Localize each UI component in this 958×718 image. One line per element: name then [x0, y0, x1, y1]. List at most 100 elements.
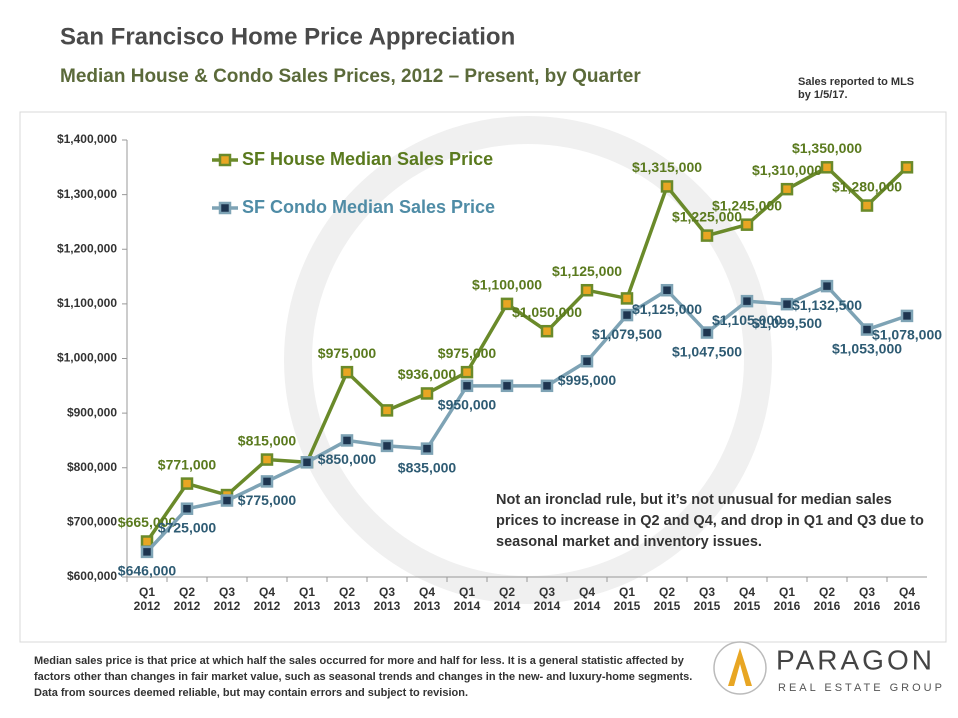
marker [780, 182, 794, 196]
data-label: $815,000 [238, 432, 297, 448]
marker [180, 477, 194, 490]
x-tick-label: Q4 2012 [253, 585, 281, 613]
marker [900, 161, 914, 174]
legend-label: SF House Median Sales Price [242, 149, 493, 169]
marker [540, 324, 554, 338]
marker [820, 161, 834, 174]
y-tick-label: $1,400,000 [57, 132, 117, 146]
marker [740, 294, 754, 308]
marker [500, 379, 514, 393]
x-tick-label: Q4 2014 [573, 585, 601, 613]
y-tick-label: $1,000,000 [57, 351, 117, 365]
logo-mark [728, 648, 752, 686]
data-label: $1,225,000 [672, 208, 742, 224]
data-label: $771,000 [158, 456, 217, 472]
x-tick-label: Q3 2016 [853, 585, 881, 613]
data-label: $1,350,000 [792, 140, 862, 156]
legend-marker [218, 153, 232, 167]
x-tick-label: Q3 2012 [213, 585, 241, 613]
data-label: $665,000 [118, 514, 177, 530]
marker [860, 323, 874, 336]
logo-circle [713, 641, 767, 695]
marker [460, 365, 474, 379]
x-tick-label: Q4 2015 [733, 585, 761, 613]
x-tick-label: Q2 2012 [173, 585, 201, 613]
data-label: $936,000 [398, 366, 457, 382]
series-line [145, 284, 908, 554]
marker [220, 494, 234, 507]
marker [140, 545, 154, 559]
data-label: $995,000 [558, 372, 617, 388]
marker [900, 309, 914, 323]
marker [660, 283, 674, 297]
x-tick-label: Q2 2014 [493, 585, 521, 613]
data-label: $1,132,500 [792, 297, 862, 313]
x-tick-label: Q3 2015 [693, 585, 721, 613]
data-label: $1,310,000 [752, 162, 822, 178]
x-tick-label: Q2 2013 [333, 585, 361, 613]
data-label: $835,000 [398, 459, 457, 475]
marker [620, 308, 634, 322]
marker [460, 379, 474, 393]
x-tick-label: Q1 2013 [293, 585, 321, 613]
note: Sales reported to MLS by 1/5/17. [798, 76, 915, 101]
x-tick-label: Q2 2015 [653, 585, 681, 613]
x-tick-label: Q2 2016 [813, 585, 841, 613]
data-label: $1,245,000 [712, 197, 782, 213]
data-label: $1,050,000 [512, 304, 582, 320]
marker [420, 387, 434, 400]
data-label: $775,000 [238, 492, 297, 508]
series-line [145, 165, 909, 543]
logo-name: PARAGON [776, 644, 935, 675]
x-tick-label: Q3 2014 [533, 585, 561, 613]
data-label: $1,047,500 [672, 343, 742, 359]
marker [580, 283, 594, 297]
data-label: $1,125,000 [632, 301, 702, 317]
y-tick-label: $1,100,000 [57, 296, 117, 310]
data-label: $1,105,000 [712, 312, 782, 328]
data-label: $1,079,500 [592, 326, 662, 342]
marker [380, 439, 394, 453]
marker [740, 218, 754, 231]
y-tick-label: $900,000 [67, 405, 117, 419]
marker [780, 297, 794, 311]
y-tick-label: $600,000 [67, 569, 117, 583]
x-tick-label: Q3 2013 [373, 585, 401, 613]
marker [700, 229, 714, 242]
chart-subtitle: Median House & Condo Sales Prices, 2012 … [60, 66, 641, 87]
x-tick-label: Q1 2015 [613, 585, 641, 613]
chart-frame [19, 111, 947, 643]
data-label: $950,000 [438, 397, 497, 413]
data-label: $975,000 [438, 345, 497, 361]
marker [540, 379, 554, 393]
data-label: $646,000 [118, 563, 177, 579]
marker [700, 326, 714, 339]
data-label: $1,125,000 [552, 263, 622, 279]
marker [300, 456, 314, 469]
data-label: $850,000 [318, 451, 377, 467]
marker [420, 442, 434, 455]
marker [500, 297, 514, 311]
marker [260, 453, 274, 466]
y-tick-label: $800,000 [67, 460, 117, 474]
data-label: $1,053,000 [832, 340, 902, 356]
watermark [284, 116, 772, 604]
x-tick-label: Q1 2014 [453, 585, 481, 613]
footnote: Median sales price is that price at whic… [34, 655, 693, 699]
annotation: Not an ironclad rule, but it’s not unusu… [496, 492, 924, 550]
data-label: $1,100,000 [472, 277, 542, 293]
y-tick-label: $1,200,000 [57, 241, 117, 255]
marker [820, 279, 834, 293]
x-tick-label: Q4 2013 [413, 585, 441, 613]
legend-label: SF Condo Median Sales Price [242, 197, 495, 217]
marker [620, 292, 634, 305]
marker [380, 404, 394, 417]
marker [260, 475, 274, 488]
y-tick-label: $700,000 [67, 515, 117, 529]
data-label: $1,078,000 [872, 327, 942, 343]
x-tick-label: Q1 2012 [133, 585, 161, 613]
data-label: $725,000 [158, 519, 217, 535]
marker [860, 199, 874, 212]
